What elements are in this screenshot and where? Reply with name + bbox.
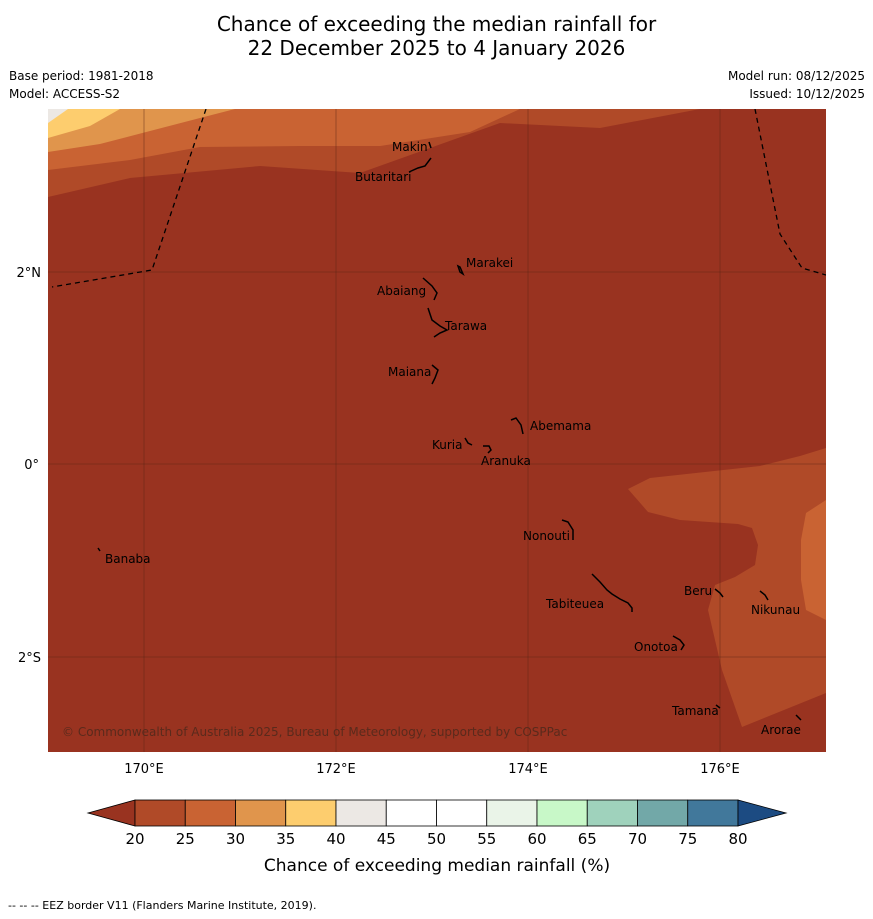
prob-45-50-band-north (48, 109, 68, 123)
island-makin-outline (428, 141, 432, 149)
prob-40-45-band-north (48, 109, 120, 138)
title-line-2: 22 December 2025 to 4 January 2026 (247, 36, 626, 60)
base-period: Base period: 1981-2018 (9, 69, 154, 83)
eez-footnote: -- -- -- EEZ border V11 (Flanders Marine… (8, 899, 317, 912)
island-beru-outline (714, 588, 724, 598)
colorbar-segment (335, 799, 387, 827)
colorbar-tick-label: 45 (377, 830, 396, 848)
colorbar-tick-label: 55 (477, 830, 496, 848)
colorbar-segments (134, 799, 739, 827)
colorbar-segment (586, 799, 638, 827)
colorbar-segment (285, 799, 337, 827)
colorbar-extend-low (86, 799, 136, 827)
eez-border (51, 109, 826, 288)
colorbar-tick-label: 35 (276, 830, 295, 848)
island-banaba-outline (97, 547, 101, 552)
lon-label-172e: 172°E (316, 762, 356, 777)
island-outlines (97, 141, 802, 721)
island-onotoa-outline (672, 635, 685, 651)
lon-label-174e: 174°E (508, 762, 548, 777)
label-aranuka: Aranuka (481, 454, 531, 468)
colorbar-tick-label: 25 (176, 830, 195, 848)
colorbar-tick-label: 50 (427, 830, 446, 848)
colorbar-segment (134, 799, 186, 827)
island-tarawa-outline (427, 307, 449, 338)
label-nikunau: Nikunau (751, 603, 800, 617)
eez-border-east (754, 109, 826, 276)
lat-label-2s: 2°S (18, 651, 41, 666)
lon-label-170e: 170°E (124, 762, 164, 777)
island-arorae-outline (795, 714, 802, 721)
colorbar-segment (486, 799, 538, 827)
colorbar-ticks: 20 25 30 35 40 45 50 55 60 65 70 75 80 (125, 830, 747, 848)
label-beru: Beru (684, 584, 712, 598)
colorbar-segment (385, 799, 437, 827)
meta-left: Base period: 1981-2018 Model: ACCESS-S2 (9, 67, 154, 103)
prob-20-25-field (48, 109, 826, 752)
label-onotoa: Onotoa (634, 640, 678, 654)
label-banaba: Banaba (105, 552, 151, 566)
island-maiana-outline (431, 364, 439, 385)
island-tamana-outline (715, 704, 721, 709)
colorbar: 20 25 30 35 40 45 50 55 60 65 70 75 80 Chance of exc… (86, 799, 788, 876)
island-kuria-outline (464, 437, 473, 446)
label-makin: Makin (392, 140, 428, 154)
colorbar-tick-label: 30 (226, 830, 245, 848)
colorbar-segment (235, 799, 287, 827)
colorbar-segment (436, 799, 488, 827)
copyright-notice: © Commonwealth of Australia 2025, Bureau… (62, 725, 567, 739)
label-nonouti: Nonouti (523, 529, 570, 543)
lon-label-176e: 176°E (700, 762, 740, 777)
label-kuria: Kuria (432, 438, 463, 452)
colorbar-tick-label: 20 (125, 830, 144, 848)
lat-label-2n: 2°N (17, 266, 42, 281)
island-nonouti-outline (561, 519, 574, 540)
label-tamana: Tamana (671, 704, 719, 718)
chart-title: Chance of exceeding the median rainfall … (0, 12, 873, 60)
axis-labels: 170°E 172°E 174°E 176°E 2°N 0° 2°S (17, 266, 740, 777)
island-nikunau-outline (759, 590, 769, 601)
island-aranuka-outline (483, 445, 492, 454)
colorbar-tick-label: 65 (578, 830, 597, 848)
label-butaritari: Butaritari (355, 170, 412, 184)
island-tabiteuea-outline (591, 573, 633, 612)
lat-label-0: 0° (24, 458, 39, 473)
colorbar-tick-label: 40 (326, 830, 345, 848)
label-marakei: Marakei (466, 256, 513, 270)
colorbar-tick-label: 60 (527, 830, 546, 848)
label-maiana: Maiana (388, 365, 431, 379)
prob-30-35-band-south (801, 500, 826, 620)
colorbar-tick-label: 70 (628, 830, 647, 848)
colorbar-extend-high (737, 799, 788, 827)
map-area (48, 109, 826, 752)
colorbar-tick-label: 80 (728, 830, 747, 848)
label-tabiteuea: Tabiteuea (545, 597, 604, 611)
island-marakei-outline (456, 264, 465, 277)
eez-border-west (51, 109, 207, 288)
colorbar-segment (536, 799, 588, 827)
issued-date: Issued: 10/12/2025 (749, 87, 865, 101)
graticule (48, 109, 826, 752)
colorbar-segment (184, 799, 236, 827)
meta-right: Model run: 08/12/2025 Issued: 10/12/2025 (728, 67, 865, 103)
island-labels: Makin Butaritari Marakei Abaiang Tarawa … (105, 140, 801, 737)
island-abemama-outline (510, 417, 524, 435)
colorbar-segment (687, 799, 739, 827)
island-butaritari-outline (408, 157, 432, 173)
colorbar-tick-label: 75 (678, 830, 697, 848)
model-name: Model: ACCESS-S2 (9, 87, 121, 101)
label-abaiang: Abaiang (377, 284, 426, 298)
label-arorae: Arorae (761, 723, 801, 737)
label-tarawa: Tarawa (444, 319, 487, 333)
label-abemama: Abemama (530, 419, 591, 433)
island-abaiang-outline (422, 277, 438, 301)
title-line-1: Chance of exceeding the median rainfall … (216, 12, 657, 36)
colorbar-label: Chance of exceeding median rainfall (%) (264, 856, 610, 876)
model-run: Model run: 08/12/2025 (727, 69, 865, 83)
colorbar-segment (637, 799, 689, 827)
